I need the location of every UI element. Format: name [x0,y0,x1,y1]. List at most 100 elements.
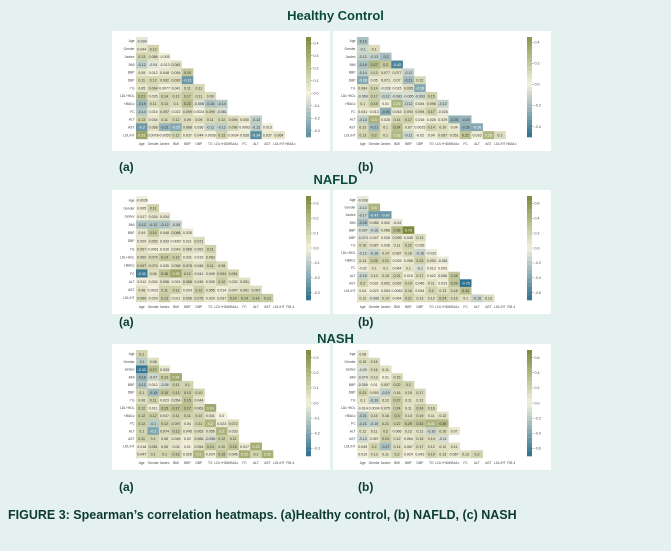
colorbar-segment [527,107,532,113]
y-tick-label: BBP [349,228,356,232]
heatmap-cell [357,294,369,303]
heatmap-cell [357,388,369,397]
y-tick-label: Age [350,352,356,356]
heatmap-cell-value: -0.038 [358,198,368,202]
heatmap-cell [136,261,148,270]
heatmap-cell-value: 0.11 [150,102,157,106]
x-tick-label: Gender [148,461,160,465]
heatmap-cell-value: 0.04 [173,445,180,449]
heatmap-cell-value: 0.052 [381,221,390,225]
colorbar-segment [527,398,532,404]
heatmap-cell [425,427,438,436]
heatmap-cell [402,380,415,389]
heatmap-cell-value: 0.096 [229,126,238,130]
heatmap-cell-value: 0.04 [428,134,435,138]
heatmap-cell [437,279,449,288]
heatmap-cell-value: 0.14 [161,94,168,98]
heatmap-cell-value: 0.038 [381,244,390,248]
colorbar-tick-label: -0.2 [314,432,320,436]
heatmap-cell [170,450,182,459]
colorbar-segment [527,95,532,100]
x-tick-label: BMI [394,461,400,465]
heatmap-cell-value: 0.093 [404,110,413,114]
heatmap-cell-value: 0.055 [206,288,215,292]
heatmap-cell-value: 0.0025 [414,126,425,130]
heatmap-cell-value: 0.07 [451,430,458,434]
colorbar-segment [306,41,311,46]
colorbar-segment [306,274,311,279]
heatmap-cell [170,228,182,237]
heatmap-cell-value: 0.092 [393,282,402,286]
heatmap-cell [379,442,392,451]
heatmap-cell [170,277,182,286]
colorbar-tick-label: -0.2 [314,276,320,280]
colorbar-tick-label: 0.4 [314,42,319,46]
heatmap-cell-value: 0.005 [137,207,146,211]
y-tick-label: HBA1c [345,102,356,106]
heatmap-cell [136,236,148,246]
heatmap-cell-value: 0.088 [183,126,192,130]
heatmap-cell [181,427,194,436]
heatmap-cell-value: 0.16 [161,272,168,276]
heatmap-cell [357,256,369,265]
x-tick-label: ALT [474,305,480,309]
heatmap-nash-a: 0.1-0.1 0.06-0.33 0.17 0.033-0.16 -0.07 0.13 0… [120,350,320,465]
heatmap-cell-value: 0.27 [371,63,378,67]
heatmap-cell-value: 0.14 [394,445,401,449]
heatmap-cell [181,107,194,116]
heatmap-cell-value: 0.2 [383,63,388,67]
colorbar-segment [306,120,311,125]
x-tick-label: DBP [195,142,203,146]
heatmap-cell-value: 0.19 [416,414,423,418]
heatmap-cell-value: -0.14 [138,110,146,114]
heatmap-cell [402,419,415,428]
y-tick-label: BMI [129,63,135,67]
heatmap-cell [136,269,148,278]
heatmap-cell [193,99,205,108]
y-tick-label: HBA1c [124,414,135,418]
colorbar-segment [527,226,532,231]
heatmap-cell [379,450,392,459]
heatmap-cell [250,123,262,132]
heatmap-cell [216,293,228,303]
heatmap-cell [158,52,171,61]
heatmap-cell-value: -0.13 [359,206,367,210]
heatmap-cell-value: 0.12 [150,414,157,418]
y-tick-label: Jardex [346,213,356,217]
colorbar-segment [306,116,311,121]
heatmap-cell [136,277,148,286]
colorbar-segment [306,295,311,301]
heatmap-cell [158,427,171,436]
heatmap-cell-value: 0.033 [160,368,169,372]
colorbar-segment [527,91,532,96]
x-tick-label: LDL/HT [273,461,284,465]
heatmap-cell-value: 0.037 [183,134,192,138]
heatmap-cell-value: -0.13 [359,437,367,441]
heatmap-cell-value: -0.33 [138,368,146,372]
heatmap-cell-value: 0.033 [229,430,238,434]
heatmap-cell-value: -0.21 [370,126,378,130]
y-tick-label: LDL/HT [123,445,134,449]
heatmap-cell [181,84,194,93]
colorbar-segment [527,350,532,355]
colorbar-segment [527,103,532,109]
heatmap-cell [391,419,403,428]
colorbar-segment [306,235,311,240]
heatmap-cell-value: 0.34 [462,289,469,293]
heatmap-cell [136,60,148,69]
heatmap-cell-value: 0.053 [149,239,158,243]
heatmap-cell-value: 0.099 [183,110,192,114]
heatmap-cell [147,131,160,140]
y-tick-label: Jardex [125,55,135,59]
colorbar-segment [306,429,311,435]
heatmap-cell [227,123,240,132]
heatmap-cell [448,286,461,295]
heatmap-cell [216,411,228,420]
heatmap-cell [391,271,403,280]
colorbar-segment [306,99,311,104]
colorbar-segment [306,200,311,205]
heatmap-cell [402,404,415,412]
heatmap-cell [357,123,369,132]
heatmap-cell-value: 0.11 [394,244,401,248]
heatmap-cell-value: 0.068 [149,126,158,130]
